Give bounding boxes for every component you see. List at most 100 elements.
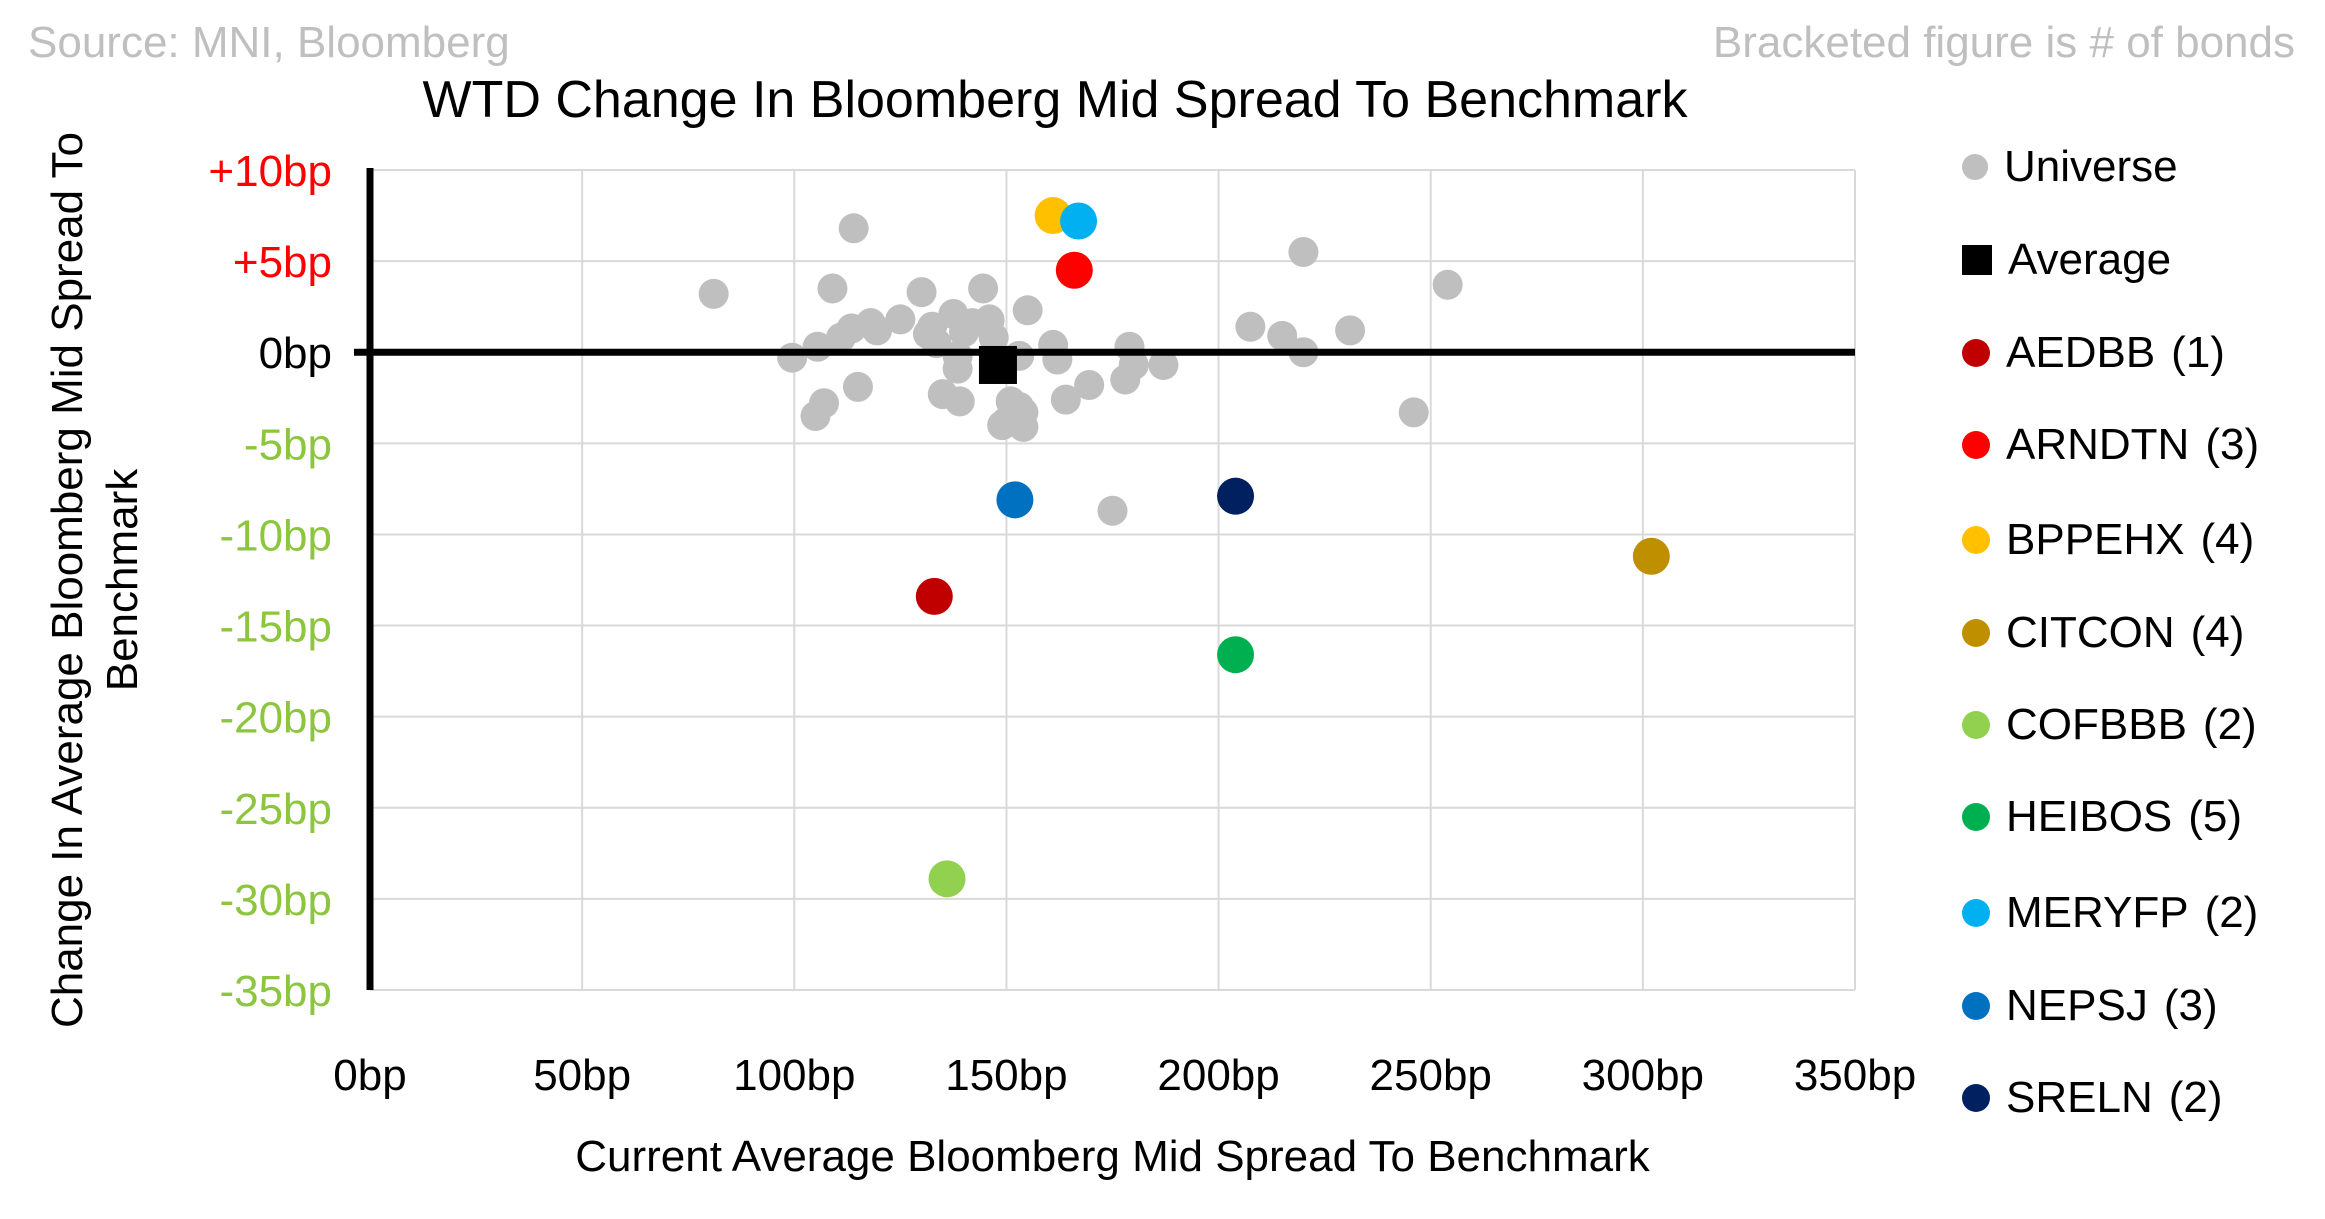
y-tick-label: +5bp	[233, 238, 332, 287]
data-point-universe	[1335, 315, 1366, 346]
legend-bond-count: (5)	[2188, 792, 2243, 841]
data-point-universe	[1235, 311, 1266, 342]
y-tick-label: 0bp	[259, 329, 332, 378]
legend-bond-count: (3)	[2163, 981, 2218, 1030]
data-point-universe	[968, 273, 999, 304]
legend-bond-count: (1)	[2171, 328, 2225, 377]
y-tick-label: +10bp	[208, 147, 332, 196]
legend-label: CITCON	[2006, 608, 2175, 657]
legend-square-marker	[1962, 245, 1992, 275]
y-tick-label: -5bp	[244, 420, 332, 469]
data-point-universe	[1097, 495, 1128, 526]
legend-circle-marker	[1962, 154, 1988, 180]
chart-legend: Universe Average AEDBB (1) ARNDTN (3) BPPEHX (4…	[1962, 0, 2322, 1219]
data-point-citcon	[1632, 537, 1670, 575]
data-point-universe	[1267, 320, 1298, 351]
x-tick-label: 100bp	[733, 1051, 855, 1100]
data-point-universe	[1288, 237, 1319, 267]
data-point-universe	[942, 353, 973, 384]
legend-circle-marker	[1962, 711, 1990, 739]
legend-bond-count: (2)	[2204, 888, 2259, 937]
legend-label: NEPSJ	[2006, 981, 2148, 1030]
gridlines	[369, 169, 1856, 991]
x-tick-labels: 0bp 50bp 100bp 150bp 200bp 250bp 300bp 350bp	[333, 1051, 1916, 1100]
data-point-universe	[1074, 370, 1105, 401]
legend-item-average: Average	[1962, 230, 2171, 290]
series-heibos	[1217, 636, 1255, 674]
legend-label: COFBBB	[2006, 700, 2187, 749]
x-tick-label: 0bp	[333, 1051, 406, 1100]
legend-label: HEIBOS	[2006, 792, 2173, 841]
legend-circle-marker	[1962, 339, 1990, 367]
series-universe	[698, 213, 1463, 526]
data-point-universe	[1398, 397, 1429, 428]
legend-circle-marker	[1962, 526, 1990, 554]
series-arndtn	[1055, 251, 1093, 289]
x-axis-title: Current Average Bloomberg Mid Spread To …	[575, 1132, 1650, 1181]
legend-item-arndtn: ARNDTN (3)	[1962, 415, 2259, 475]
data-point-universe	[698, 278, 729, 309]
legend-circle-marker	[1962, 1084, 1990, 1112]
data-point-universe	[1050, 384, 1081, 415]
series-citcon	[1632, 537, 1670, 575]
legend-label: Universe	[2004, 142, 2178, 191]
legend-label: SRELN	[2006, 1073, 2153, 1122]
legend-label: BPPEHX	[2006, 515, 2185, 564]
data-point-nepsj	[996, 481, 1034, 519]
data-point-arndtn	[1055, 251, 1093, 289]
y-tick-label: -10bp	[219, 511, 332, 560]
y-tick-label: -20bp	[219, 694, 332, 743]
x-tick-label: 350bp	[1794, 1051, 1916, 1100]
legend-item-aedbb: AEDBB (1)	[1962, 323, 2225, 383]
data-point-universe	[944, 386, 975, 417]
legend-item-citcon: CITCON (4)	[1962, 603, 2244, 663]
legend-bond-count: (4)	[2200, 515, 2255, 564]
y-tick-label: -35bp	[219, 967, 332, 1016]
legend-item-nepsj: NEPSJ (3)	[1962, 976, 2218, 1036]
legend-bond-count: (3)	[2205, 420, 2260, 469]
data-point-aedbb	[915, 577, 953, 615]
average-marker	[978, 345, 1017, 384]
legend-circle-marker	[1962, 899, 1990, 927]
x-tick-label: 200bp	[1157, 1051, 1279, 1100]
legend-circle-marker	[1962, 431, 1990, 459]
data-point-universe	[800, 401, 831, 431]
series-average	[978, 345, 1017, 384]
data-point-universe	[825, 322, 856, 353]
data-point-sreln	[1217, 477, 1255, 515]
y-tick-label: -30bp	[219, 876, 332, 925]
data-point-heibos	[1217, 636, 1255, 674]
legend-circle-marker	[1962, 619, 1990, 647]
data-point-universe	[974, 306, 1005, 337]
legend-item-bppehx: BPPEHX (4)	[1962, 510, 2254, 570]
legend-item-universe: Universe	[1962, 137, 2178, 197]
legend-item-meryfp: MERYFP (2)	[1962, 883, 2258, 943]
legend-bond-count: (2)	[2202, 700, 2257, 749]
data-point-universe	[1012, 295, 1043, 326]
series-aedbb	[915, 577, 953, 615]
bracket-note: Bracketed figure is # of bonds	[1712, 18, 2295, 67]
legend-bond-count: (2)	[2168, 1073, 2223, 1122]
data-point-universe	[862, 315, 893, 346]
legend-bond-count: (4)	[2190, 608, 2245, 657]
data-point-universe	[885, 304, 916, 335]
data-point-universe	[987, 410, 1018, 441]
data-point-universe	[906, 277, 937, 308]
data-point-universe	[1114, 331, 1145, 362]
data-point-universe	[838, 213, 869, 244]
legend-item-heibos: HEIBOS (5)	[1962, 787, 2242, 847]
series-sreln	[1217, 477, 1255, 515]
legend-circle-marker	[1962, 992, 1990, 1020]
data-point-universe	[842, 371, 873, 402]
series-meryfp	[1060, 202, 1098, 240]
legend-circle-marker	[1962, 803, 1990, 831]
x-tick-label: 50bp	[533, 1051, 631, 1100]
data-point-universe	[777, 342, 808, 373]
chart-title: WTD Change In Bloomberg Mid Spread To Be…	[422, 71, 1688, 129]
series-nepsj	[996, 481, 1034, 519]
x-tick-label: 300bp	[1582, 1051, 1704, 1100]
y-tick-labels: +10bp +5bp 0bp -5bp -10bp -15bp -20bp -25bp -30b…	[208, 147, 332, 1016]
x-tick-label: 150bp	[945, 1051, 1067, 1100]
